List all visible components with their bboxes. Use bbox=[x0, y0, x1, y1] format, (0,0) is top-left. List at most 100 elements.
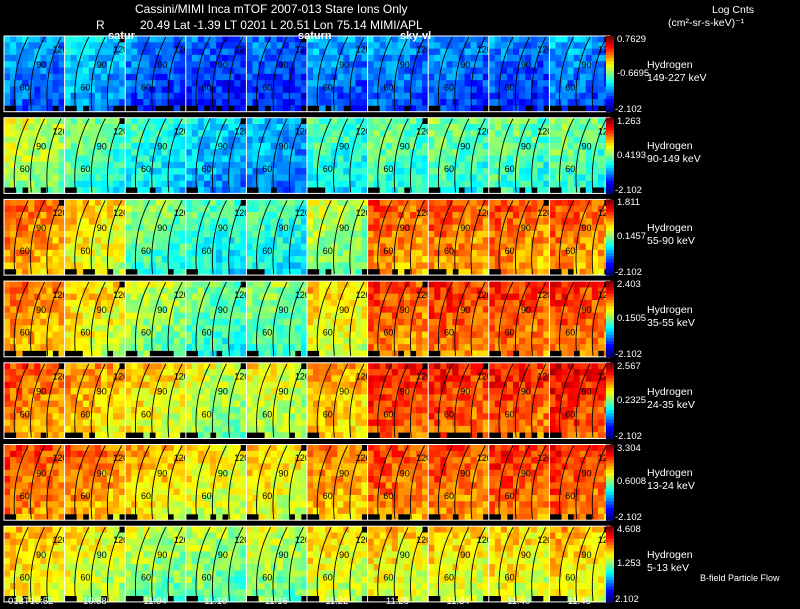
heatmap-cell bbox=[410, 218, 417, 226]
heatmap-cell bbox=[264, 117, 272, 125]
heatmap-cell bbox=[519, 92, 526, 100]
heatmap-cell bbox=[107, 105, 114, 113]
heatmap-cell bbox=[319, 124, 326, 131]
heatmap-cell bbox=[531, 337, 538, 345]
heatmap-cell bbox=[240, 80, 247, 87]
heatmap-cell bbox=[100, 312, 108, 320]
heatmap-cell bbox=[513, 218, 520, 226]
heatmap-cell bbox=[458, 174, 465, 182]
heatmap-cell bbox=[222, 67, 229, 75]
heatmap-cell bbox=[288, 42, 296, 50]
heatmap-cell bbox=[428, 344, 435, 351]
heatmap-cell bbox=[143, 318, 150, 326]
heatmap-cell bbox=[216, 168, 223, 175]
heatmap-cell bbox=[307, 293, 314, 301]
heatmap-cell bbox=[88, 331, 96, 339]
heatmap-cell bbox=[434, 80, 441, 87]
heatmap-cell bbox=[10, 149, 17, 156]
heatmap-cell bbox=[185, 42, 193, 50]
contour-line bbox=[211, 200, 227, 275]
heatmap-cell bbox=[591, 205, 599, 213]
heatmap-cell bbox=[434, 174, 441, 182]
heatmap-cell bbox=[397, 61, 405, 68]
contour-label: 60 bbox=[80, 83, 90, 93]
heatmap-cell bbox=[573, 117, 581, 125]
heatmap-cell bbox=[325, 331, 332, 339]
heatmap-cell bbox=[107, 199, 114, 207]
heatmap-cell bbox=[416, 306, 423, 314]
heatmap-cell bbox=[567, 174, 575, 182]
heatmap-cell bbox=[403, 168, 411, 175]
heatmap-cell bbox=[537, 268, 544, 276]
heatmap-cell bbox=[525, 86, 532, 94]
heatmap-cell bbox=[82, 205, 90, 213]
heatmap-cell bbox=[28, 174, 35, 182]
heatmap-cell bbox=[228, 199, 235, 207]
heatmap-cell bbox=[585, 312, 593, 320]
heatmap-cell bbox=[579, 300, 587, 307]
heatmap-cell bbox=[52, 205, 59, 213]
heatmap-cell bbox=[240, 168, 247, 175]
heatmap-cell bbox=[191, 61, 199, 68]
heatmap-cell bbox=[246, 180, 253, 188]
colorbar-segment bbox=[606, 152, 614, 157]
heatmap-cell bbox=[446, 237, 453, 244]
heatmap-cell bbox=[494, 344, 502, 351]
heatmap-cell bbox=[549, 117, 556, 125]
heatmap-cell bbox=[143, 161, 150, 169]
heatmap-cell bbox=[458, 136, 465, 144]
heatmap-cell bbox=[82, 230, 90, 238]
heatmap-cell bbox=[143, 42, 150, 50]
heatmap-cell bbox=[149, 249, 156, 257]
heatmap-cell bbox=[270, 262, 278, 270]
heatmap-cell bbox=[379, 256, 387, 263]
heatmap-cell bbox=[70, 237, 78, 244]
heatmap-cell bbox=[403, 54, 411, 62]
heatmap-cell bbox=[434, 344, 441, 351]
heatmap-cell bbox=[113, 92, 120, 100]
heatmap-cell bbox=[543, 61, 550, 68]
contour-label: 120 bbox=[477, 45, 492, 55]
heatmap-cell bbox=[549, 224, 556, 232]
contour-label: 60 bbox=[323, 328, 333, 338]
heatmap-cell bbox=[410, 293, 417, 301]
heatmap-cell bbox=[331, 117, 338, 125]
heatmap-cell bbox=[397, 344, 405, 351]
heatmap-cell bbox=[373, 205, 381, 213]
heatmap-cell bbox=[113, 124, 120, 131]
heatmap-cell bbox=[506, 218, 514, 226]
heatmap-cell bbox=[513, 224, 520, 232]
heatmap-cell bbox=[385, 105, 393, 113]
heatmap-cell bbox=[149, 168, 156, 175]
heatmap-cell bbox=[125, 256, 132, 263]
heatmap-cell bbox=[367, 243, 375, 251]
colorbar-segment bbox=[606, 237, 614, 241]
heatmap-cell bbox=[416, 80, 423, 87]
heatmap-cell bbox=[482, 124, 490, 131]
heatmap-cell bbox=[46, 256, 53, 263]
heatmap-cell bbox=[185, 80, 193, 87]
heatmap-cell bbox=[428, 136, 435, 144]
heatmap-cell bbox=[234, 224, 241, 232]
heatmap-cell bbox=[331, 42, 338, 50]
heatmap-cell bbox=[410, 142, 417, 150]
heatmap-cell bbox=[513, 331, 520, 339]
contour-label: 120 bbox=[537, 208, 552, 218]
heatmap-cell bbox=[355, 256, 362, 263]
heatmap-cell bbox=[137, 224, 144, 232]
heatmap-cell bbox=[210, 180, 217, 188]
heatmap-cell bbox=[470, 268, 478, 276]
heatmap-cell bbox=[125, 300, 132, 307]
heatmap-cell bbox=[325, 168, 332, 175]
heatmap-cell bbox=[543, 117, 550, 125]
contour-label: 90 bbox=[157, 223, 167, 233]
heatmap-cell bbox=[173, 337, 181, 345]
heatmap-cell bbox=[531, 80, 538, 87]
heatmap-cell bbox=[276, 199, 284, 207]
heatmap-cell bbox=[343, 331, 350, 339]
heatmap-cell bbox=[440, 325, 447, 332]
heatmap-cell bbox=[355, 149, 362, 156]
heatmap-cell bbox=[300, 130, 308, 138]
heatmap-cell bbox=[591, 281, 599, 288]
